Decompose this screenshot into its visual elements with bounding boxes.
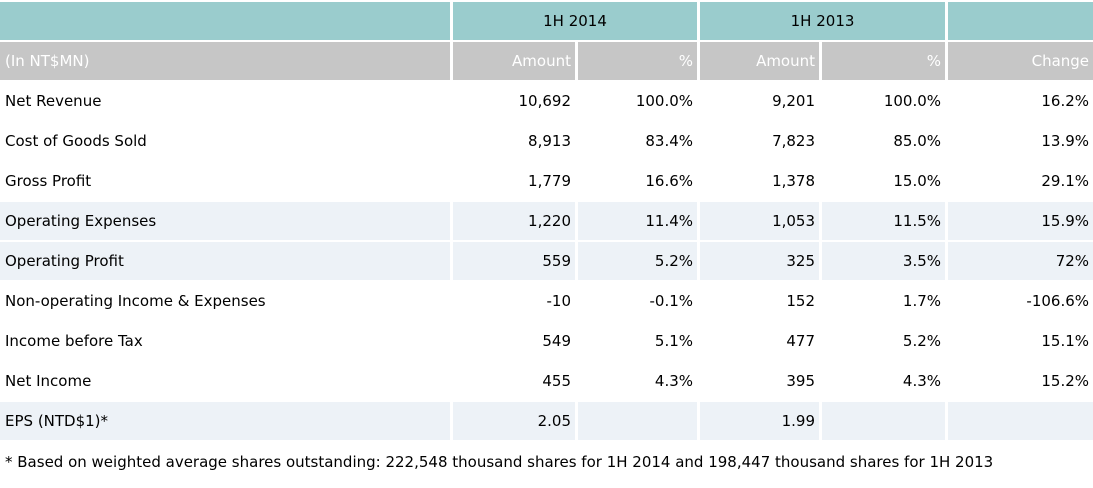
- cell-pct-2013: 15.0%: [822, 162, 949, 202]
- cell-change: 15.9%: [948, 202, 1093, 242]
- period-header-change-spacer: [948, 2, 1093, 42]
- cell-amount-2013: 152: [700, 282, 823, 322]
- cell-change: [948, 402, 1093, 442]
- cell-amount-2014: 10,692: [453, 82, 578, 122]
- cell-pct-2014: 11.4%: [578, 202, 701, 242]
- column-header-amount-2014: Amount: [453, 42, 578, 82]
- income-statement-table: 1H 2014 1H 2013 (In NT$MN) Amount % Amou…: [0, 2, 1093, 442]
- table-row-net-revenue: Net Revenue 10,692 100.0% 9,201 100.0% 1…: [0, 82, 1093, 122]
- cell-amount-2014: 1,220: [453, 202, 578, 242]
- cell-pct-2013: 5.2%: [822, 322, 949, 362]
- cell-amount-2013: 1.99: [700, 402, 823, 442]
- table-row-income-before-tax: Income before Tax 549 5.1% 477 5.2% 15.1…: [0, 322, 1093, 362]
- eps-footnote: * Based on weighted average shares outst…: [5, 453, 994, 471]
- column-header-amount-2013: Amount: [700, 42, 823, 82]
- cell-pct-2013: 100.0%: [822, 82, 949, 122]
- cell-pct-2013: 85.0%: [822, 122, 949, 162]
- cell-amount-2013: 395: [700, 362, 823, 402]
- period-header-spacer: [0, 2, 453, 42]
- table-row-non-operating-income-expenses: Non-operating Income & Expenses -10 -0.1…: [0, 282, 1093, 322]
- cell-amount-2013: 1,053: [700, 202, 823, 242]
- row-label: Gross Profit: [0, 162, 453, 202]
- cell-change: 15.1%: [948, 322, 1093, 362]
- cell-change: -106.6%: [948, 282, 1093, 322]
- cell-change: 13.9%: [948, 122, 1093, 162]
- cell-change: 16.2%: [948, 82, 1093, 122]
- cell-pct-2013: 11.5%: [822, 202, 949, 242]
- cell-amount-2014: 8,913: [453, 122, 578, 162]
- cell-change: 72%: [948, 242, 1093, 282]
- cell-pct-2013: 1.7%: [822, 282, 949, 322]
- cell-pct-2014: 83.4%: [578, 122, 701, 162]
- cell-change: 15.2%: [948, 362, 1093, 402]
- cell-pct-2014: [578, 402, 701, 442]
- table-row-net-income: Net Income 455 4.3% 395 4.3% 15.2%: [0, 362, 1093, 402]
- column-header-change: Change: [948, 42, 1093, 82]
- row-label: EPS (NTD$1)*: [0, 402, 453, 442]
- cell-amount-2014: 1,779: [453, 162, 578, 202]
- cell-amount-2013: 7,823: [700, 122, 823, 162]
- table-row-cost-of-goods-sold: Cost of Goods Sold 8,913 83.4% 7,823 85.…: [0, 122, 1093, 162]
- cell-pct-2014: 5.2%: [578, 242, 701, 282]
- cell-pct-2014: -0.1%: [578, 282, 701, 322]
- table-row-eps: EPS (NTD$1)* 2.05 1.99: [0, 402, 1093, 442]
- table-row-gross-profit: Gross Profit 1,779 16.6% 1,378 15.0% 29.…: [0, 162, 1093, 202]
- column-header-row: (In NT$MN) Amount % Amount % Change: [0, 42, 1093, 82]
- cell-amount-2013: 477: [700, 322, 823, 362]
- row-label: Operating Expenses: [0, 202, 453, 242]
- cell-pct-2013: 4.3%: [822, 362, 949, 402]
- column-header-pct-2013: %: [822, 42, 949, 82]
- row-label: Net Income: [0, 362, 453, 402]
- cell-pct-2014: 5.1%: [578, 322, 701, 362]
- cell-pct-2013: 3.5%: [822, 242, 949, 282]
- row-label: Operating Profit: [0, 242, 453, 282]
- row-label: Net Revenue: [0, 82, 453, 122]
- cell-pct-2014: 100.0%: [578, 82, 701, 122]
- table-row-operating-profit: Operating Profit 559 5.2% 325 3.5% 72%: [0, 242, 1093, 282]
- cell-amount-2014: -10: [453, 282, 578, 322]
- cell-amount-2014: 2.05: [453, 402, 578, 442]
- table-row-operating-expenses: Operating Expenses 1,220 11.4% 1,053 11.…: [0, 202, 1093, 242]
- cell-pct-2014: 4.3%: [578, 362, 701, 402]
- cell-amount-2014: 549: [453, 322, 578, 362]
- cell-pct-2013: [822, 402, 949, 442]
- cell-amount-2013: 9,201: [700, 82, 823, 122]
- column-header-pct-2014: %: [578, 42, 701, 82]
- cell-pct-2014: 16.6%: [578, 162, 701, 202]
- cell-amount-2013: 1,378: [700, 162, 823, 202]
- row-label: Cost of Goods Sold: [0, 122, 453, 162]
- row-label: Income before Tax: [0, 322, 453, 362]
- unit-label: (In NT$MN): [0, 42, 453, 82]
- cell-amount-2014: 559: [453, 242, 578, 282]
- row-label: Non-operating Income & Expenses: [0, 282, 453, 322]
- cell-amount-2014: 455: [453, 362, 578, 402]
- period-header-1h2014: 1H 2014: [453, 2, 701, 42]
- cell-change: 29.1%: [948, 162, 1093, 202]
- period-header-row: 1H 2014 1H 2013: [0, 2, 1093, 42]
- cell-amount-2013: 325: [700, 242, 823, 282]
- period-header-1h2013: 1H 2013: [700, 2, 949, 42]
